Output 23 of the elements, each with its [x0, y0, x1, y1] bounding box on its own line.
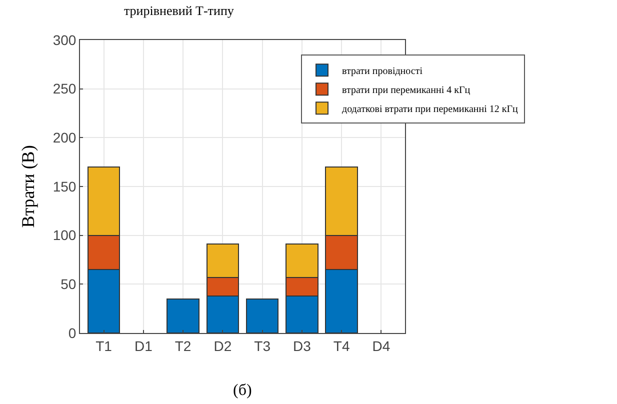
y-axis-title: Втрати (В) — [18, 145, 38, 228]
text: (б) — [233, 382, 252, 399]
x-tick-label: D4 — [372, 338, 390, 354]
bar — [246, 298, 279, 333]
x-tick-label: T1 — [96, 338, 112, 354]
y-tick-label: 100 — [52, 227, 76, 244]
x-tick-label: D2 — [214, 338, 232, 354]
y-tick-label: 200 — [52, 130, 76, 146]
y-tick-label: 150 — [52, 178, 76, 194]
legend-label: втрати при перемиканні 4 кГц — [342, 85, 471, 96]
y-tick-label: 300 — [52, 32, 76, 48]
y-tick-label: 0 — [68, 324, 76, 341]
legend-label: додаткові втрати при перемиканні 12 кГц — [342, 104, 519, 116]
x-tick-label: D3 — [292, 338, 312, 354]
legend-label: втрати провідності — [342, 66, 423, 78]
bar — [166, 298, 200, 333]
y-tick-label: 50 — [60, 276, 76, 292]
chart-title: трирівневий Т-типу — [124, 3, 234, 18]
x-tick-label: T4 — [333, 338, 350, 354]
x-tick-label: D1 — [134, 338, 153, 354]
x-tick-label: T3 — [254, 338, 271, 354]
x-tick-label: T2 — [174, 338, 192, 354]
y-tick-label: 250 — [52, 80, 76, 97]
